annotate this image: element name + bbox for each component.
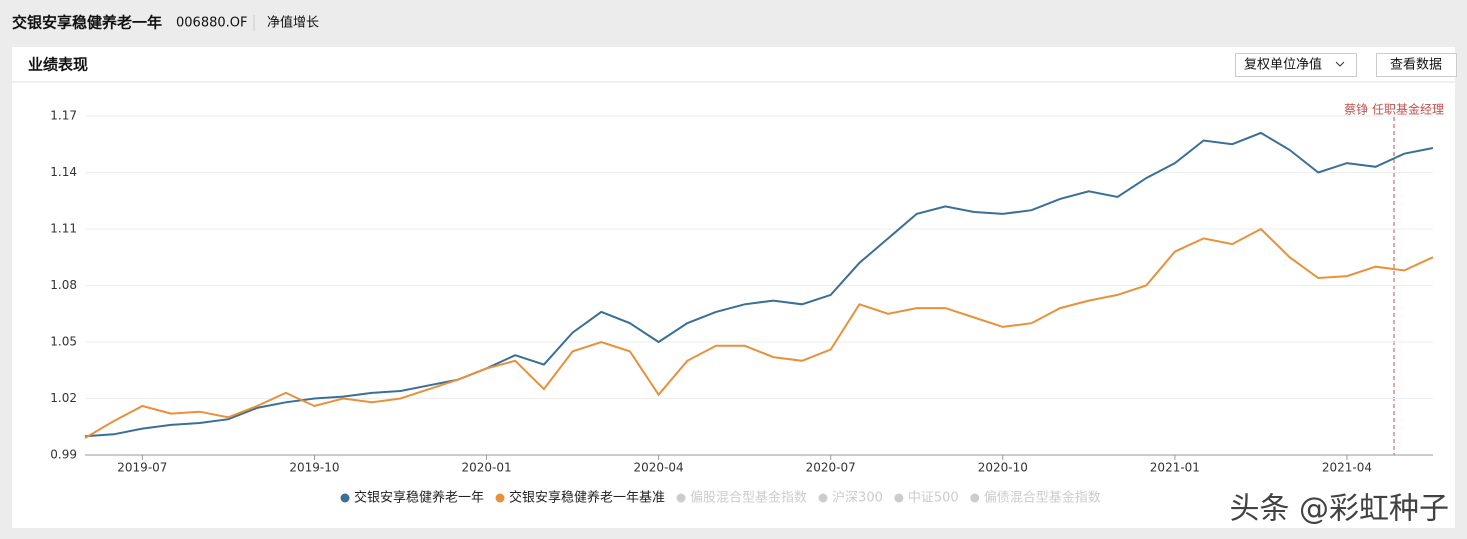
- legend-marker-inactive: [818, 493, 828, 503]
- x-tick-label: 2020-04: [634, 461, 684, 475]
- legend-label-inactive[interactable]: 偏股混合型基金指数: [690, 490, 807, 506]
- annotation: 蔡铮 任职基金经理: [1344, 102, 1444, 117]
- legend-label: 交银安享稳健养老一年基准: [509, 490, 665, 506]
- data-button[interactable]: [1376, 53, 1457, 77]
- legend-label: 交银安享稳健养老一年: [354, 490, 484, 506]
- fund-name: 交银安享稳健养老一年: [12, 14, 162, 32]
- y-tick-label: 1.02: [50, 391, 77, 405]
- y-tick-label: 1.14: [50, 165, 77, 179]
- x-tick-label: 2020-10: [978, 461, 1028, 475]
- x-tick-label: 2020-07: [806, 461, 856, 475]
- legend-marker: [340, 493, 350, 503]
- legend-marker-inactive: [676, 493, 686, 503]
- series-line: [84, 227, 1434, 439]
- legend-marker-inactive: [970, 493, 980, 503]
- y-tick-label: 1.11: [50, 222, 77, 236]
- data-button-label[interactable]: 查看数据: [1390, 57, 1442, 73]
- x-tick-label: 2021-01: [1150, 461, 1200, 475]
- series-line: [84, 131, 1434, 438]
- panel-title: 业绩表现: [28, 56, 88, 74]
- dropdown-arrow: [1335, 61, 1345, 67]
- watermark: 头条 @彩虹种子: [1229, 492, 1449, 527]
- x-tick-label: 2021-04: [1322, 461, 1372, 475]
- legend-label-inactive[interactable]: 偏债混合型基金指数: [984, 490, 1101, 506]
- dropdown-label[interactable]: 复权单位净值: [1244, 57, 1322, 73]
- fund-code: 006880.OF: [176, 16, 247, 31]
- legend-marker: [495, 493, 505, 503]
- tab[interactable]: 净值增长: [267, 15, 319, 31]
- x-tick-label: 2020-01: [461, 461, 511, 475]
- legend-label-inactive[interactable]: 沪深300: [832, 490, 883, 506]
- x-tick-label: 2019-10: [289, 461, 339, 475]
- y-tick-label: 1.08: [50, 278, 77, 292]
- y-tick-label: 1.17: [50, 109, 77, 123]
- dropdown[interactable]: [1235, 53, 1357, 77]
- x-tick-label: 2019-07: [117, 461, 167, 475]
- panel: [12, 47, 1455, 528]
- y-tick-label: 0.99: [50, 448, 77, 462]
- legend-marker-inactive: [894, 493, 904, 503]
- y-tick-label: 1.05: [50, 335, 77, 349]
- legend-label-inactive[interactable]: 中证500: [908, 491, 959, 506]
